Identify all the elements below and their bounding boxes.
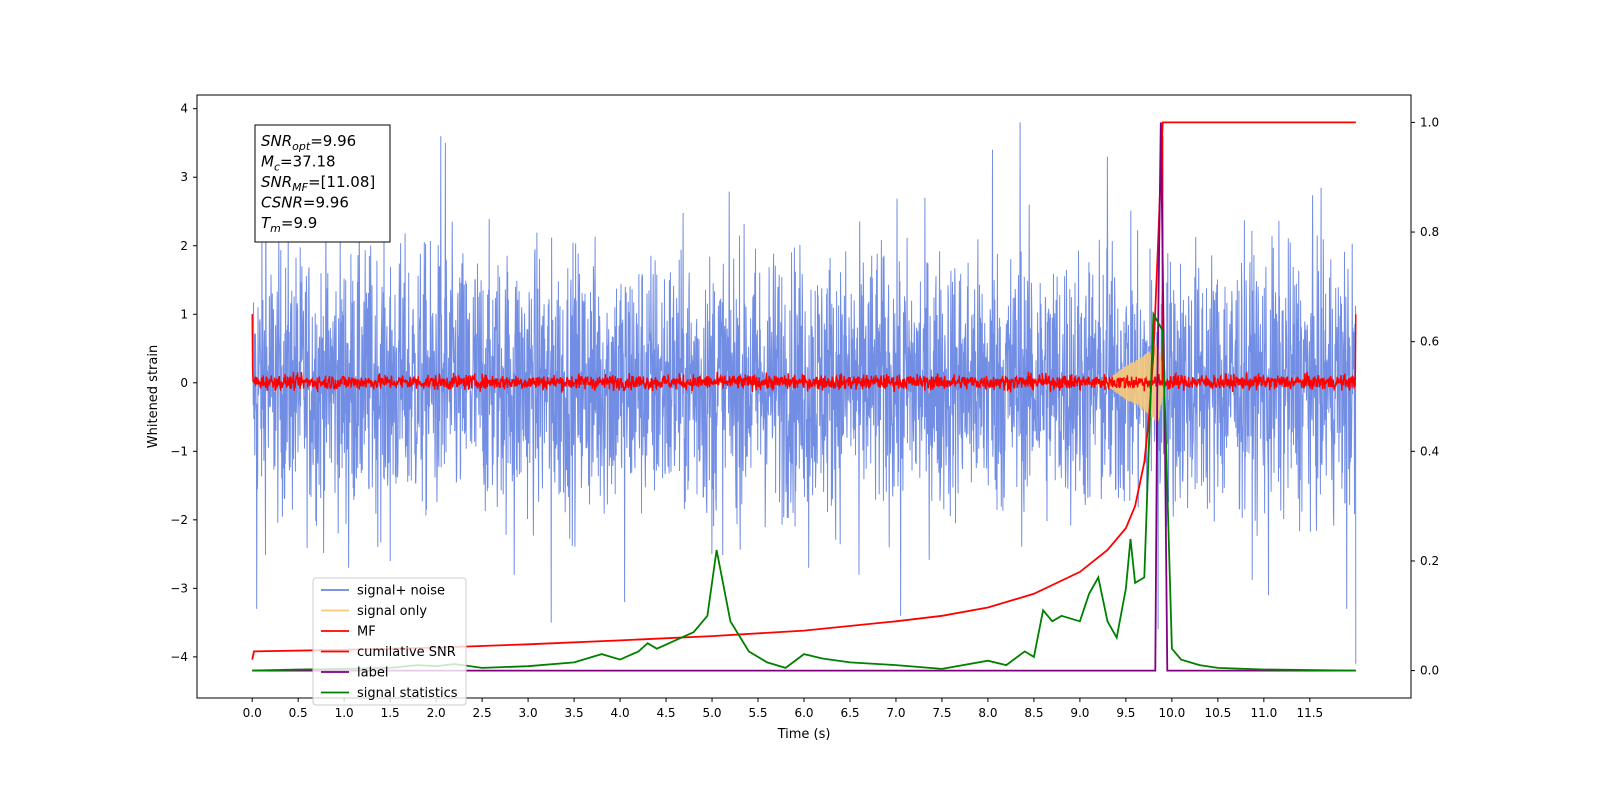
plot-area — [251, 121, 1357, 672]
annotation-line: CSNR=9.96 — [261, 194, 349, 212]
series-mf — [251, 136, 1357, 393]
y-tick-label: −3 — [170, 581, 188, 595]
y2-axis-ticks: 1.0 0.8 0.6 0.4 0.2 0.0 — [1411, 115, 1439, 678]
y2-tick-label: 0.8 — [1420, 225, 1439, 239]
x-tick-label: 3.5 — [565, 706, 584, 720]
annotation-box: SNRopt=9.96Mc=37.18SNRMF=[11.08]CSNR=9.9… — [254, 124, 391, 243]
x-tick-label: 1.5 — [381, 706, 400, 720]
annotation-line: Mc=37.18 — [261, 153, 336, 174]
legend-label: MF — [357, 625, 376, 640]
annotation-line: SNRMF=[11.08] — [261, 173, 375, 194]
legend-label: label — [357, 666, 388, 681]
x-tick-label: 5.5 — [748, 706, 767, 720]
y-tick-label: 1 — [180, 307, 188, 321]
x-tick-label: 7.5 — [932, 706, 951, 720]
y2-tick-label: 0.2 — [1420, 554, 1439, 568]
x-tick-label: 2.0 — [427, 706, 446, 720]
x-tick-label: 11.0 — [1250, 706, 1277, 720]
x-tick-label: 6.0 — [794, 706, 813, 720]
series-signal-statistics — [252, 311, 1356, 672]
series-label — [252, 122, 1356, 672]
y-tick-label: −1 — [170, 444, 188, 458]
annotation-line: Tm=9.9 — [261, 214, 317, 235]
x-tick-label: 1.0 — [335, 706, 354, 720]
y-tick-label: 3 — [180, 170, 188, 184]
x-axis-label: Time (s) — [777, 727, 831, 742]
y-tick-label: 2 — [180, 239, 188, 253]
x-tick-label: 10.5 — [1205, 706, 1232, 720]
x-tick-label: 9.5 — [1116, 706, 1135, 720]
x-tick-label: 5.0 — [702, 706, 721, 720]
legend-label: signal only — [357, 604, 427, 619]
legend-frame — [312, 577, 467, 706]
x-tick-label: 11.5 — [1296, 706, 1323, 720]
legend-label: signal+ noise — [357, 584, 445, 599]
x-tick-label: 4.0 — [611, 706, 630, 720]
annotation-frame — [254, 124, 391, 243]
x-tick-label: 2.5 — [473, 706, 492, 720]
y-axis-label: Whitened strain — [146, 345, 161, 448]
legend: signal+ noise signal only MF cumilative SNR… — [312, 577, 467, 706]
y2-tick-label: 0.4 — [1420, 444, 1439, 458]
annotation-line: SNRopt=9.96 — [261, 132, 356, 153]
x-tick-label: 10.0 — [1159, 706, 1186, 720]
y2-tick-label: 0.0 — [1420, 664, 1439, 678]
series-signal-noise — [251, 122, 1357, 664]
x-axis-ticks: 0.0 0.5 1.0 1.5 2.0 2.5 3.0 3.5 4.0 4.5 5.0 5.5 6.0 6… — [243, 698, 1323, 720]
x-tick-label: 0.0 — [243, 706, 262, 720]
x-tick-label: 6.5 — [840, 706, 859, 720]
y-tick-label: 4 — [180, 102, 188, 116]
y-axis-ticks: 4 3 2 1 0 −1 −2 −3 −4 — [170, 102, 197, 664]
x-tick-label: 9.0 — [1070, 706, 1089, 720]
x-tick-label: 7.0 — [886, 706, 905, 720]
y-tick-label: 0 — [180, 376, 188, 390]
x-tick-label: 8.5 — [1024, 706, 1043, 720]
y-tick-label: −2 — [170, 513, 188, 527]
x-tick-label: 3.0 — [519, 706, 538, 720]
x-tick-label: 0.5 — [289, 706, 308, 720]
x-tick-label: 4.5 — [656, 706, 675, 720]
y-tick-label: −4 — [170, 650, 188, 664]
legend-label: signal statistics — [357, 686, 458, 701]
legend-label: cumilative SNR — [357, 645, 456, 660]
y2-tick-label: 0.6 — [1420, 335, 1439, 349]
x-tick-label: 8.0 — [978, 706, 997, 720]
y2-tick-label: 1.0 — [1420, 115, 1439, 129]
